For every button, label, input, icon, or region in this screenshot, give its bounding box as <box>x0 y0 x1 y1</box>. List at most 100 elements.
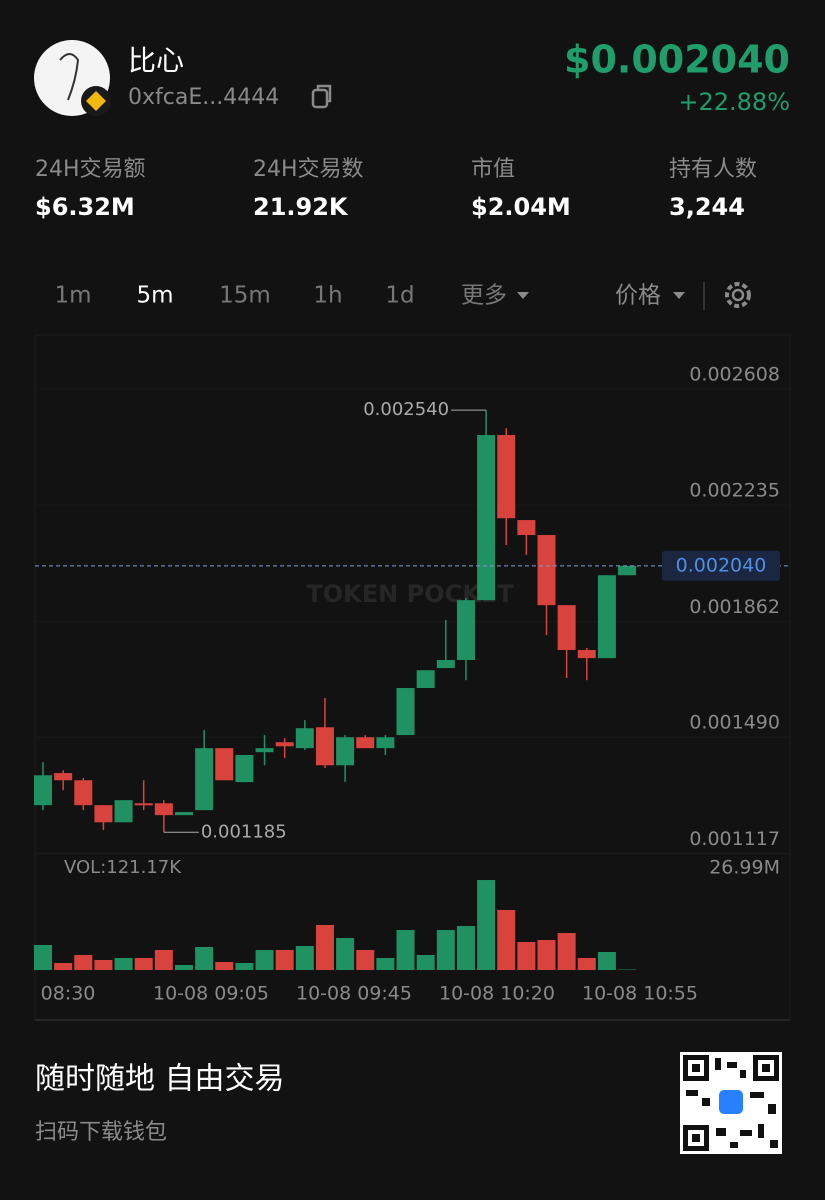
volume-bar <box>134 957 153 970</box>
x-tick-label: 10-08 10:20 <box>439 983 555 1005</box>
qr-logo <box>719 1090 743 1114</box>
current-price-box <box>662 550 780 581</box>
volume-bar <box>477 880 496 970</box>
candle-body <box>376 737 395 749</box>
slogan-sub: 扫码下载钱包 <box>35 1120 167 1145</box>
gear-teeth <box>725 282 751 308</box>
volume-bar <box>497 909 516 970</box>
volume-label: VOL:121.17K <box>64 857 182 878</box>
volume-bar <box>537 939 556 970</box>
price-change: +22.88% <box>678 88 790 116</box>
chart: TOKEN POCKET0.0026080.0022350.0018620.00… <box>34 363 790 1005</box>
candle-body <box>114 800 133 823</box>
volume-bar <box>74 954 93 970</box>
settings-icon[interactable] <box>725 282 751 308</box>
stat-value: 21.92K <box>253 193 349 221</box>
stat-label: 24H交易数 <box>253 157 364 182</box>
volume-bar <box>235 963 254 970</box>
timeframe-tab[interactable]: 1m <box>54 283 91 309</box>
candle-body <box>255 748 274 753</box>
candle-body <box>356 737 375 749</box>
volume-bar <box>174 965 193 970</box>
volume-bar <box>215 961 234 970</box>
y-tick-label: 0.002235 <box>689 480 780 502</box>
dropdown-arrow <box>673 292 685 299</box>
timeframe-tab[interactable]: 1d <box>385 283 414 309</box>
candle-body <box>134 803 153 806</box>
avatar-art <box>59 53 80 101</box>
price: $0.002040 <box>564 38 790 82</box>
candle-body <box>154 803 173 816</box>
timeframe-tab[interactable]: 更多 <box>461 283 507 309</box>
volume-bar <box>114 957 133 970</box>
candle-body <box>235 755 254 783</box>
x-tick-label: 10-08 10:55 <box>582 983 698 1005</box>
candle-body <box>456 600 475 660</box>
volume-bar <box>557 933 576 970</box>
volume-bar <box>376 957 395 970</box>
x-tick-label: 08:30 <box>41 983 96 1005</box>
volume-bar <box>456 926 475 970</box>
token-address: 0xfcaE...4444 <box>128 85 279 110</box>
candle-body <box>597 575 616 659</box>
candle-body <box>34 775 52 806</box>
candle-body <box>336 737 355 766</box>
y-tick-label: 0.002608 <box>689 363 780 385</box>
candle-body <box>537 535 556 606</box>
timeframes: 1m 5m 15m 1h 1d 更多 <box>54 283 529 309</box>
candle-body <box>497 435 516 519</box>
stat-value: $2.04M <box>471 193 571 221</box>
copy-icon[interactable] <box>311 84 332 109</box>
timeframe-tab[interactable]: 5m <box>136 283 173 309</box>
candle-body <box>174 812 193 816</box>
volume-bar <box>436 930 455 970</box>
timeframe-tab[interactable]: 1h <box>313 283 342 309</box>
volume-bar <box>517 941 536 970</box>
bnb-icon <box>86 91 106 111</box>
candle-body <box>416 670 435 689</box>
qr-code[interactable] <box>680 1052 782 1154</box>
volume-bar <box>34 944 52 970</box>
stat-label: 24H交易额 <box>35 157 146 182</box>
copy-back <box>316 84 332 103</box>
dropdown-arrow <box>517 292 529 299</box>
qr-pattern <box>683 1055 779 1151</box>
volume-bar <box>154 950 173 970</box>
y-tick-label: 0.001117 <box>689 828 780 850</box>
candle-body <box>436 659 455 669</box>
candle-body <box>618 565 637 576</box>
price-mode[interactable]: 价格 <box>615 283 661 309</box>
candle-body <box>396 688 415 736</box>
candle-body <box>477 435 496 601</box>
stat-label: 持有人数 <box>669 157 757 182</box>
candle-body <box>195 748 214 811</box>
timeframe-tab[interactable]: 15m <box>219 283 271 309</box>
x-tick-label: 10-08 09:05 <box>153 983 269 1005</box>
stat-value: 3,244 <box>669 193 745 221</box>
volume-bar <box>255 950 274 970</box>
stats: 24H交易额 $6.32M 24H交易数 21.92K 市值 $2.04M 持有人数 3,24… <box>35 157 757 221</box>
candle-body <box>74 780 93 806</box>
current-price-label: 0.002040 <box>676 554 767 576</box>
volume-bar <box>577 957 596 970</box>
y-tick-label: 0.001862 <box>689 596 780 618</box>
copy-front <box>311 88 329 109</box>
volume-bar <box>295 946 314 970</box>
volume-bar <box>396 930 415 970</box>
volume-bar <box>94 959 113 970</box>
candle-body <box>94 805 113 823</box>
stat-label: 市值 <box>471 157 515 182</box>
low-label: 0.001185 <box>201 821 287 842</box>
volume-bar <box>195 946 214 970</box>
candle-body <box>54 773 73 781</box>
volume-bar <box>416 954 435 970</box>
stat-value: $6.32M <box>35 193 135 221</box>
slogan: 随时随地 自由交易 <box>35 1062 285 1097</box>
candle-body <box>517 520 536 536</box>
candle-body <box>275 742 294 747</box>
candle-body <box>577 650 596 659</box>
volume-bar <box>275 950 294 970</box>
y-tick-label: 0.001490 <box>689 712 780 734</box>
